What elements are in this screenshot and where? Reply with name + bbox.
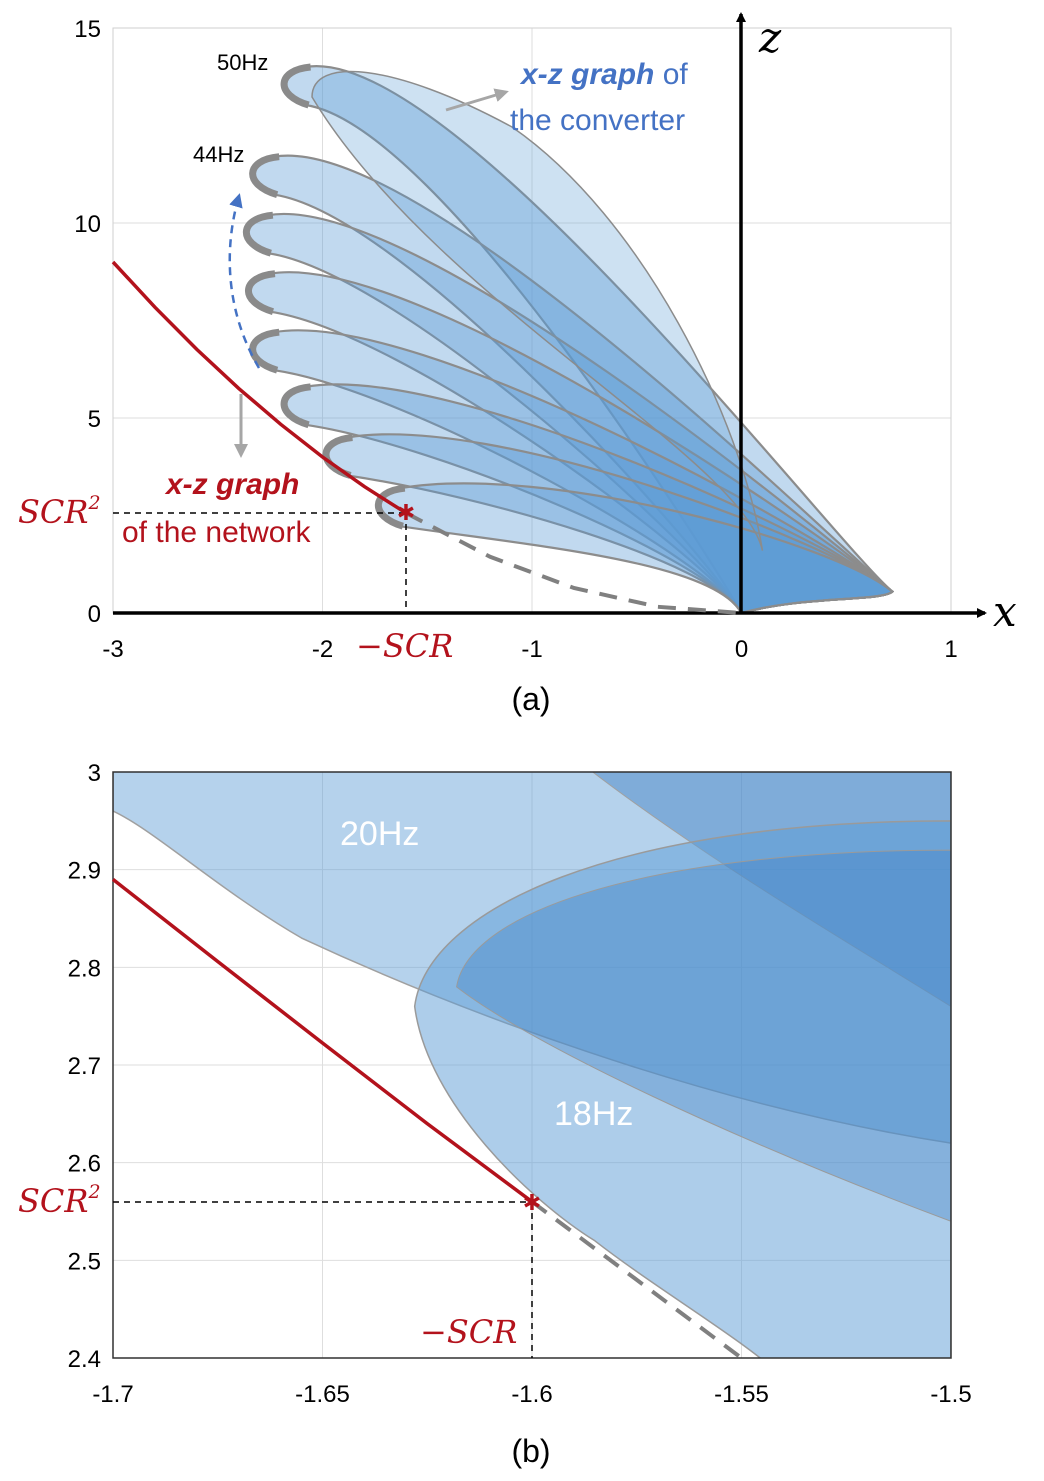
y-tick-label: 3 — [88, 760, 101, 787]
x-tick-label: -1.5 — [930, 1381, 971, 1408]
freq-label-44hz: 44Hz — [193, 142, 244, 167]
converter-lobe-rim — [249, 328, 280, 374]
x-tick-label: -1.55 — [714, 1381, 769, 1408]
z-axis-symbol: z — [758, 13, 782, 62]
scr-label-b: −SCR — [420, 1313, 517, 1351]
converter-lobe-18hz — [413, 820, 951, 1358]
y-tick-label: 2.7 — [68, 1053, 101, 1080]
freq-label-20hz: 20Hz — [340, 815, 419, 853]
network-curve-b — [111, 878, 534, 1204]
y-tick-label: 2.8 — [68, 955, 101, 982]
x-tick-label: -1.7 — [92, 1381, 133, 1408]
x-tick-label: -2 — [312, 636, 333, 663]
scr-label-a: −SCR — [356, 627, 453, 665]
converter-title-line1: x-z graph of — [519, 58, 688, 91]
network-curve-a — [111, 260, 408, 515]
converter-lobe-rim — [242, 211, 274, 257]
converter-lobe-rim — [245, 270, 276, 316]
frequency-trend-arrow — [228, 193, 261, 369]
converter-lobe-rim — [280, 383, 312, 429]
converter-lobes-b — [113, 772, 951, 1358]
network-title-line2: of the network — [122, 516, 311, 549]
converter-lobe-rim — [374, 484, 406, 530]
converter-lobe-overlap — [456, 849, 951, 1222]
panel-label-b: (b) — [511, 1433, 550, 1469]
y-tick-label: 2.5 — [68, 1248, 101, 1275]
operating-point-b: ✱ — [523, 1190, 541, 1215]
x-tick-label: -1 — [521, 636, 542, 663]
panel-b: -1.7 -1.65 -1.6 -1.55 -1.5 2.4 2.5 2.6 2.7 2.8 2.9… — [18, 760, 972, 1469]
x-tick-label: -1.6 — [511, 1381, 552, 1408]
scr-sq-label-a: SCR2 — [18, 492, 101, 531]
x-tick-label: 0 — [735, 636, 748, 663]
converter-lobe-rim — [280, 63, 312, 109]
y-tick-label: 2.9 — [68, 858, 101, 885]
x-tick-label: -3 — [102, 636, 123, 663]
freq-label-18hz: 18Hz — [554, 1095, 633, 1133]
converter-lobe-rim — [249, 153, 280, 199]
y-tick-label: 15 — [74, 16, 101, 43]
panel-label-a: (a) — [511, 681, 550, 717]
network-title-line1: x-z graph — [164, 468, 299, 501]
x-tick-label: 1 — [944, 636, 957, 663]
converter-lobe-outer — [311, 70, 764, 551]
y-tick-label: 0 — [88, 601, 101, 628]
y-tick-label: 10 — [74, 211, 101, 238]
y-tick-label: 2.4 — [68, 1346, 101, 1373]
ticks-b: -1.7 -1.65 -1.6 -1.55 -1.5 2.4 2.5 2.6 2.7 2.8 2.9… — [68, 760, 972, 1408]
x-axis-symbol: x — [993, 587, 1017, 636]
operating-point-a: ✱ — [397, 500, 415, 525]
y-tick-label: 2.6 — [68, 1151, 101, 1178]
freq-label-50hz: 50Hz — [217, 50, 268, 75]
converter-pointer-arrow — [445, 88, 509, 112]
converter-lobes-a — [242, 63, 894, 613]
scr-sq-label-b: SCR2 — [18, 1181, 101, 1220]
continuation-dashed-a — [405, 511, 742, 615]
x-tick-label: -1.65 — [295, 1381, 350, 1408]
converter-title-line2: the converter — [510, 104, 685, 137]
continuation-dashed-b — [530, 1200, 743, 1360]
y-tick-label: 5 — [88, 406, 101, 433]
